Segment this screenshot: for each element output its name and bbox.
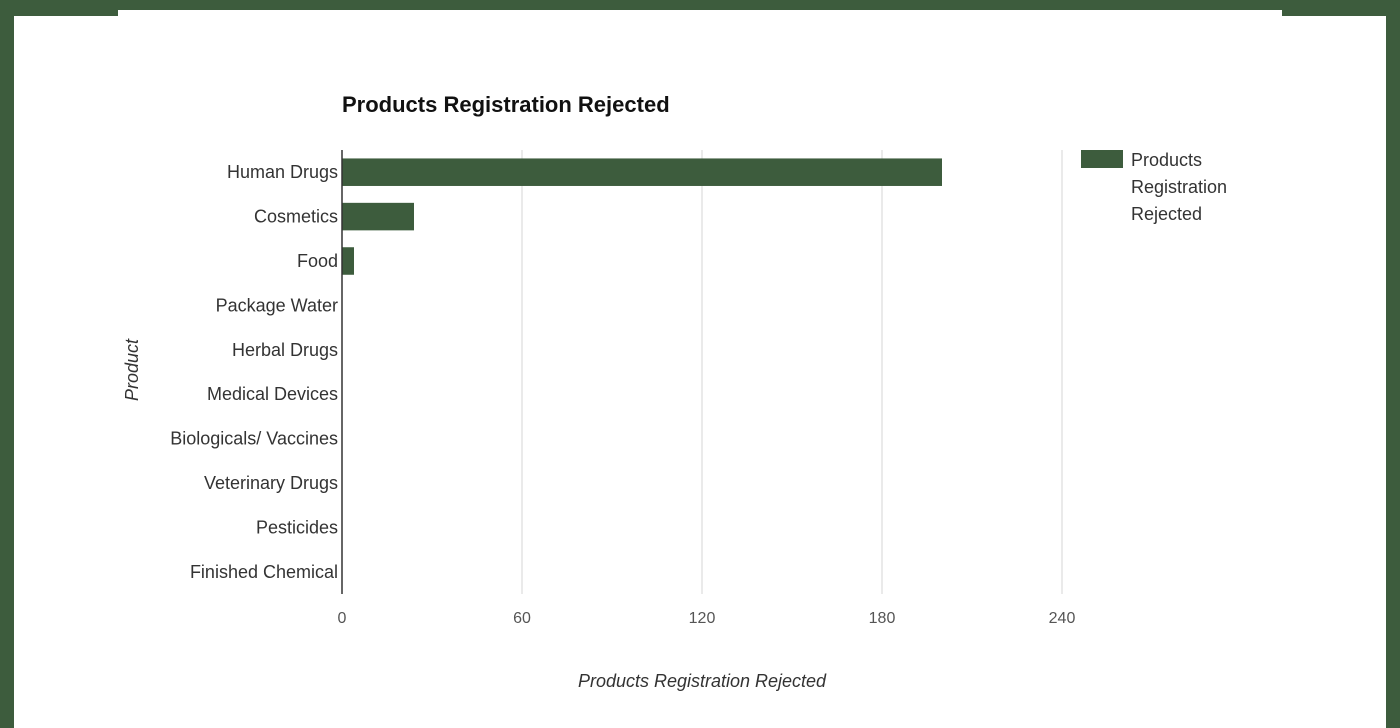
top-strip [118,10,1282,16]
legend-swatch [1081,150,1123,168]
y-tick-label: Cosmetics [254,207,338,227]
y-tick-label: Medical Devices [207,384,338,404]
gridlines [521,150,1063,594]
x-tick-label: 60 [513,610,531,627]
y-tick-label: Biologicals/ Vaccines [170,429,338,449]
y-tick-label: Food [297,251,338,271]
x-tick-label: 180 [869,610,896,627]
x-tick-label: 120 [689,610,716,627]
y-tick-label: Herbal Drugs [232,340,338,360]
chart-panel [14,16,1386,728]
y-tick-labels: Human Drugs Cosmetics Food Package Water Her… [170,162,338,582]
y-axis-title: Product [122,338,142,401]
legend-label: Products Registration Rejected [1131,150,1227,224]
x-tick-label: 240 [1049,610,1076,627]
y-tick-label: Veterinary Drugs [204,473,338,493]
y-tick-label: Pesticides [256,517,338,537]
bar [342,202,414,231]
x-tick-label: 0 [338,610,347,627]
bar [342,247,354,275]
x-axis-title: Products Registration Rejected [578,671,827,691]
bars [342,158,942,275]
bar [342,158,942,186]
y-tick-label: Human Drugs [227,162,338,182]
y-tick-label: Finished Chemical [190,562,338,582]
legend: Products Registration Rejected [1081,150,1227,224]
x-tick-labels: 0 60 120 180 240 [338,610,1076,627]
y-tick-label: Package Water [216,295,338,315]
chart-title: Products Registration Rejected [342,92,670,117]
